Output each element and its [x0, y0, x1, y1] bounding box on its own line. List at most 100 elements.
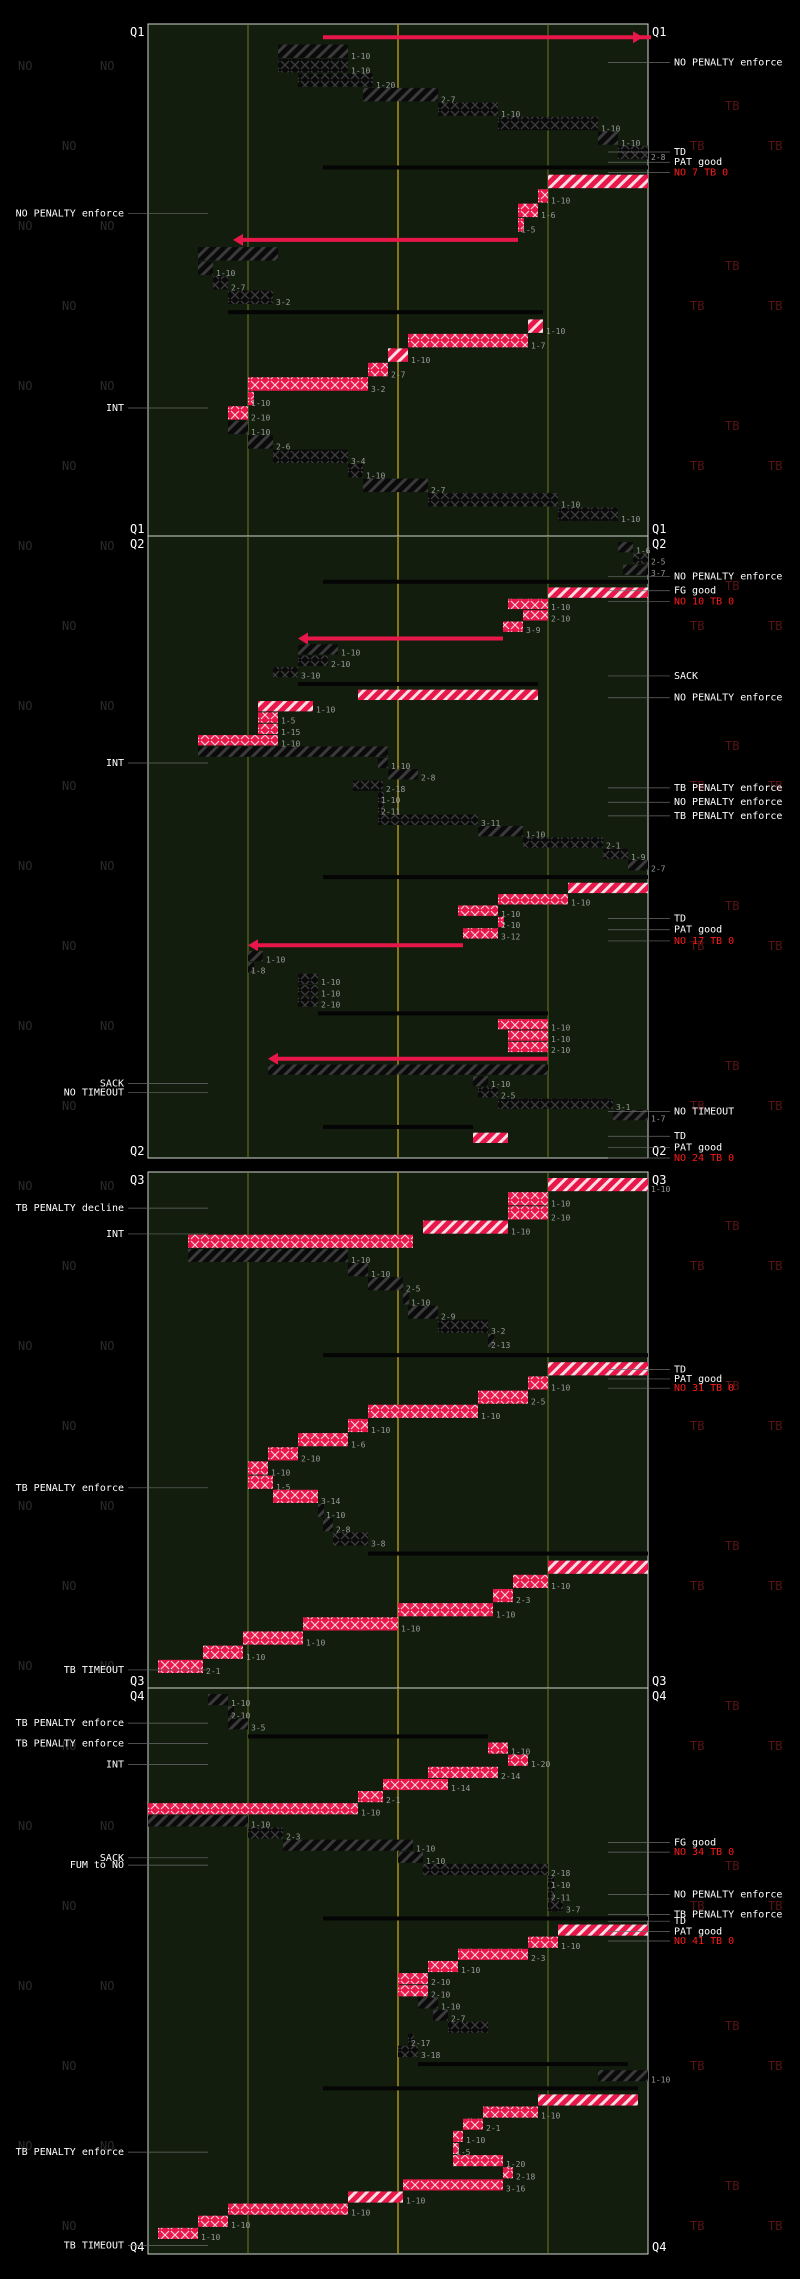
- play-bar: [283, 1839, 413, 1851]
- right-note: TD: [674, 147, 686, 158]
- down-distance-label: 1-10: [491, 1080, 510, 1089]
- watermark-word: NO: [18, 1019, 32, 1033]
- right-note: PAT good: [674, 925, 722, 936]
- play-bar: [298, 73, 373, 87]
- play-bar: [248, 377, 368, 391]
- down-distance-label: 2-7: [231, 283, 246, 292]
- quarter-end-label: Q3: [130, 1674, 144, 1688]
- play-bar: [248, 391, 254, 406]
- play-bar: [508, 598, 548, 610]
- play-bar: [213, 276, 228, 290]
- down-distance-label: 3-7: [651, 569, 666, 578]
- down-distance-label: 1-10: [251, 428, 270, 437]
- watermark-word: NO: [100, 1339, 114, 1353]
- play-bar: [158, 1659, 203, 1673]
- play-bar: [228, 1706, 234, 1718]
- right-note: NO 31 TB 0: [674, 1383, 734, 1394]
- right-note: NO PENALTY enforce: [674, 57, 782, 68]
- right-note: NO 41 TB 0: [674, 1936, 734, 1947]
- play-bar: [348, 1263, 368, 1277]
- down-distance-label: 1-20: [376, 81, 395, 90]
- play-bar: [148, 1803, 358, 1815]
- left-note: INT: [106, 403, 124, 414]
- down-distance-label: 1-10: [551, 603, 570, 612]
- play-kick: [323, 875, 648, 880]
- down-distance-label: 1-5: [456, 2148, 471, 2157]
- play-bar: [478, 825, 523, 837]
- down-distance-label: 1-10: [381, 796, 400, 805]
- down-distance-label: 2-10: [551, 1046, 570, 1055]
- play-bar: [228, 290, 273, 304]
- play-bar: [378, 791, 384, 803]
- play-bar: [248, 962, 254, 973]
- down-distance-label: 1-10: [316, 705, 335, 714]
- watermark-word: TB: [690, 939, 704, 953]
- down-distance-label: 3-11: [481, 819, 500, 828]
- play-kick: [323, 579, 648, 584]
- down-distance-label: 2-11: [381, 808, 400, 817]
- down-distance-label: 1-10: [351, 52, 370, 61]
- down-distance-label: 2-6: [276, 443, 291, 452]
- play-bar: [403, 2179, 503, 2191]
- watermark-word: NO: [100, 699, 114, 713]
- down-distance-label: 1-10: [231, 2221, 250, 2230]
- down-distance-label: 2-1: [386, 1796, 401, 1805]
- watermark-word: TB: [768, 299, 782, 313]
- play-bar: [488, 1333, 494, 1348]
- left-note: TB TIMEOUT: [64, 1665, 124, 1676]
- play-bar: [483, 2106, 538, 2118]
- watermark-word: TB: [690, 779, 704, 793]
- down-distance-label: 1-10: [326, 1511, 345, 1520]
- down-distance-label: 2-5: [501, 1092, 516, 1101]
- play-bar: [518, 218, 524, 232]
- watermark-word: NO: [18, 1339, 32, 1353]
- watermark-word: TB: [690, 1259, 704, 1273]
- down-distance-label: 2-10: [321, 1001, 340, 1010]
- play-bar: [378, 803, 384, 814]
- down-distance-label: 2-10: [501, 921, 520, 930]
- watermark-word: NO: [18, 539, 32, 553]
- play-bar: [408, 333, 528, 348]
- play-bar: [508, 1754, 528, 1766]
- down-distance-label: 1-5: [281, 717, 296, 726]
- right-note: NO TIMEOUT: [674, 1106, 734, 1117]
- down-distance-label: 3-9: [526, 626, 541, 635]
- play-bar: [548, 174, 648, 189]
- watermark-word: TB: [725, 2179, 739, 2193]
- play-bar: [398, 2045, 418, 2057]
- play-bar: [558, 1924, 648, 1936]
- play-bar: [463, 928, 498, 939]
- left-note: INT: [106, 1229, 124, 1240]
- watermark-word: TB: [725, 259, 739, 273]
- down-distance-label: 2-1: [206, 1667, 221, 1676]
- play-bar: [398, 1973, 428, 1985]
- down-distance-label: 1-10: [551, 1035, 570, 1044]
- play-bar: [498, 1019, 548, 1030]
- play-bar: [348, 2191, 403, 2203]
- play-bar: [523, 610, 548, 621]
- play-bar: [383, 1778, 448, 1791]
- down-distance-label: 1-10: [551, 1199, 570, 1208]
- play-bar: [513, 1574, 548, 1588]
- down-distance-label: 1-10: [321, 978, 340, 987]
- watermark-word: NO: [18, 379, 32, 393]
- watermark-word: NO: [18, 1179, 32, 1193]
- play-bar: [488, 1742, 508, 1754]
- down-distance-label: 1-10: [426, 1857, 445, 1866]
- play-kick: [248, 1734, 488, 1739]
- play-bar: [198, 746, 388, 757]
- quarter-label: Q4: [130, 1689, 144, 1703]
- down-distance-label: 1-8: [251, 967, 266, 976]
- down-distance-label: 1-10: [551, 1582, 570, 1591]
- play-bar: [258, 723, 278, 735]
- down-distance-label: 1-10: [341, 649, 360, 658]
- play-bar: [298, 973, 318, 984]
- watermark-word: TB: [725, 579, 739, 593]
- down-distance-label: 1-10: [571, 898, 590, 907]
- quarter-label: Q3: [652, 1173, 666, 1187]
- play-bar: [598, 2070, 648, 2082]
- watermark-word: NO: [18, 1659, 32, 1673]
- play-bar: [433, 2009, 448, 2021]
- down-distance-label: 2-1: [606, 842, 621, 851]
- watermark-word: TB: [690, 459, 704, 473]
